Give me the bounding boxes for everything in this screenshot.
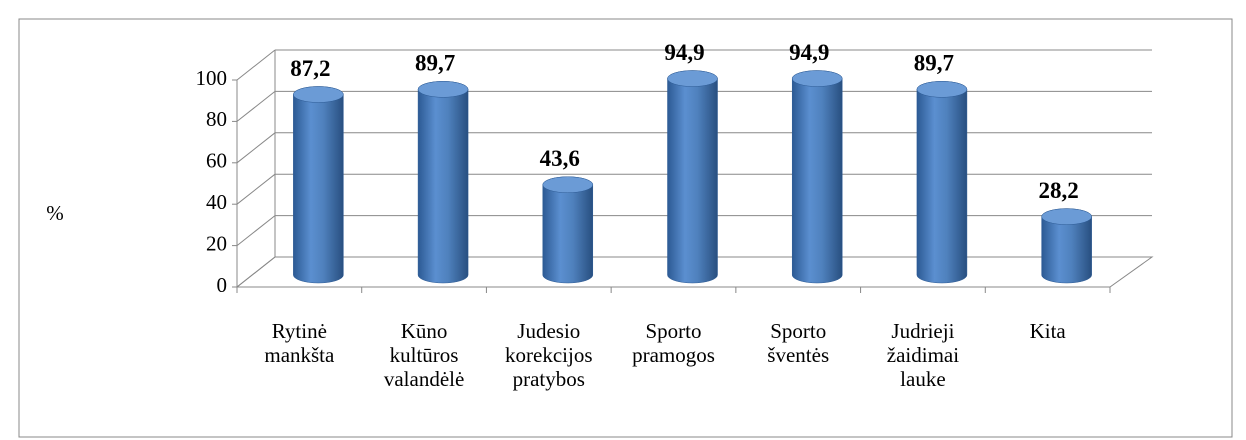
value-label: 94,9	[664, 40, 704, 65]
grid-line	[236, 173, 276, 205]
x-tick-label: Judesio korekcijos pratybos	[505, 319, 592, 391]
y-tick-label: 60	[206, 149, 227, 173]
x-tick-label: Rytinė mankšta	[264, 319, 335, 367]
y-axis-label: %	[46, 201, 64, 225]
bar-top	[417, 81, 469, 98]
bar	[791, 70, 843, 284]
bar-top	[916, 81, 968, 98]
grid-line	[236, 215, 276, 246]
chart-frame	[18, 18, 1233, 438]
bar-top	[1041, 208, 1092, 225]
bar	[667, 70, 718, 284]
value-label: 89,7	[415, 51, 455, 76]
y-tick-label: 40	[206, 190, 227, 214]
x-tick-label: Kita	[1030, 319, 1067, 343]
y-tick-label: 20	[206, 231, 227, 255]
x-tick-label: Judrieji žaidimai lauke	[887, 319, 959, 391]
bar	[293, 86, 344, 284]
y-tick-label: 100	[196, 66, 228, 90]
grid-line	[236, 132, 276, 164]
bar-top	[293, 86, 344, 103]
bar-top	[542, 176, 594, 193]
bar	[417, 81, 469, 284]
value-label: 94,9	[789, 40, 829, 65]
bar-top	[791, 70, 843, 87]
value-label: 89,7	[914, 51, 954, 76]
value-label: 87,2	[290, 56, 330, 81]
x-tick-label: Kūno kultūros valandėlė	[384, 319, 464, 391]
x-tick-label: Sporto šventės	[767, 319, 829, 367]
grid-line	[236, 91, 276, 122]
bar	[916, 81, 968, 284]
y-tick-label: 80	[206, 107, 227, 131]
y-tick-label: 0	[217, 273, 228, 297]
value-label: 43,6	[540, 146, 580, 171]
value-label: 28,2	[1039, 178, 1079, 203]
bar-top	[667, 70, 718, 87]
grid-line	[236, 49, 276, 81]
x-tick-label: Sporto pramogos	[632, 319, 715, 367]
grid-line	[236, 256, 276, 288]
